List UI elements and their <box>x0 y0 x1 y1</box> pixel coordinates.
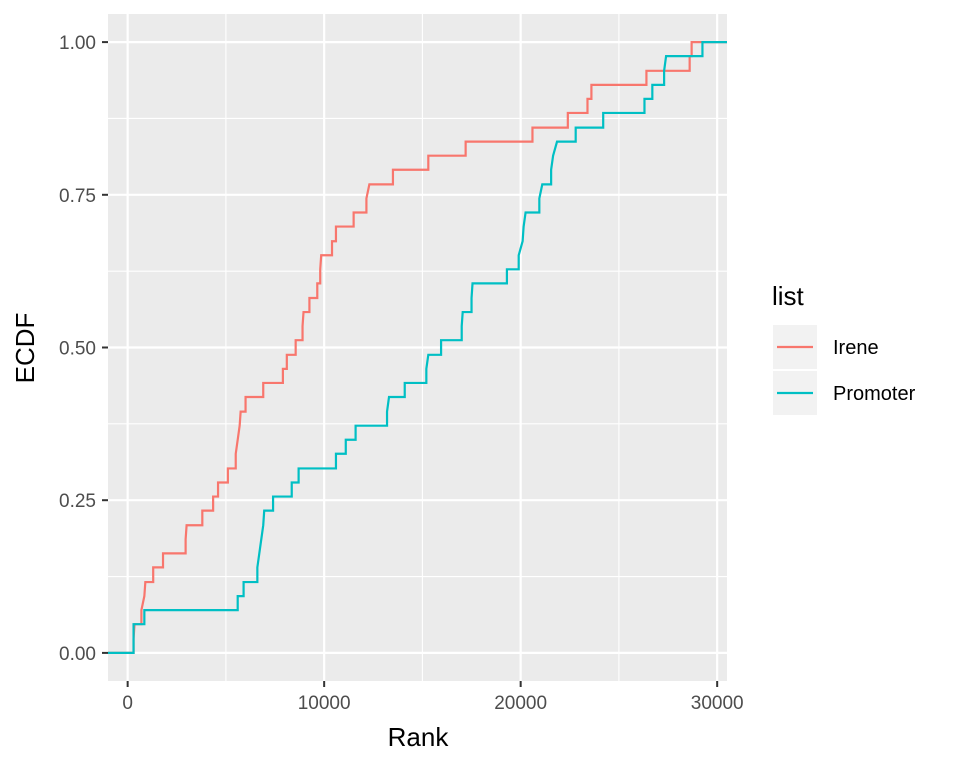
series-line-irene <box>108 41 727 654</box>
legend-title: list <box>772 281 805 311</box>
legend-label: Irene <box>833 337 879 359</box>
x-tick-label: 20000 <box>494 693 547 714</box>
legend-item-irene: Irene <box>773 325 879 369</box>
y-tick-label: 0.50 <box>59 339 96 360</box>
y-axis: 0.00 0.25 0.50 0.75 1.00 <box>59 33 108 665</box>
legend-item-promoter: Promoter <box>773 371 916 415</box>
x-tick-label: 10000 <box>298 693 351 714</box>
series-line-promoter <box>108 41 727 654</box>
x-axis-title: Rank <box>388 722 450 752</box>
y-tick-label: 0.25 <box>59 491 96 512</box>
y-axis-title: ECDF <box>10 313 40 384</box>
x-axis: 0 10000 20000 30000 <box>122 681 744 714</box>
y-tick-label: 1.00 <box>59 33 96 54</box>
grid-major <box>108 14 727 681</box>
y-tick-label: 0.00 <box>59 644 96 665</box>
series-layer <box>108 41 727 654</box>
x-tick-label: 0 <box>122 693 133 714</box>
legend-label: Promoter <box>833 383 916 405</box>
legend: list Irene Promoter <box>772 281 916 415</box>
y-tick-label: 0.75 <box>59 186 96 207</box>
x-tick-label: 30000 <box>691 693 744 714</box>
